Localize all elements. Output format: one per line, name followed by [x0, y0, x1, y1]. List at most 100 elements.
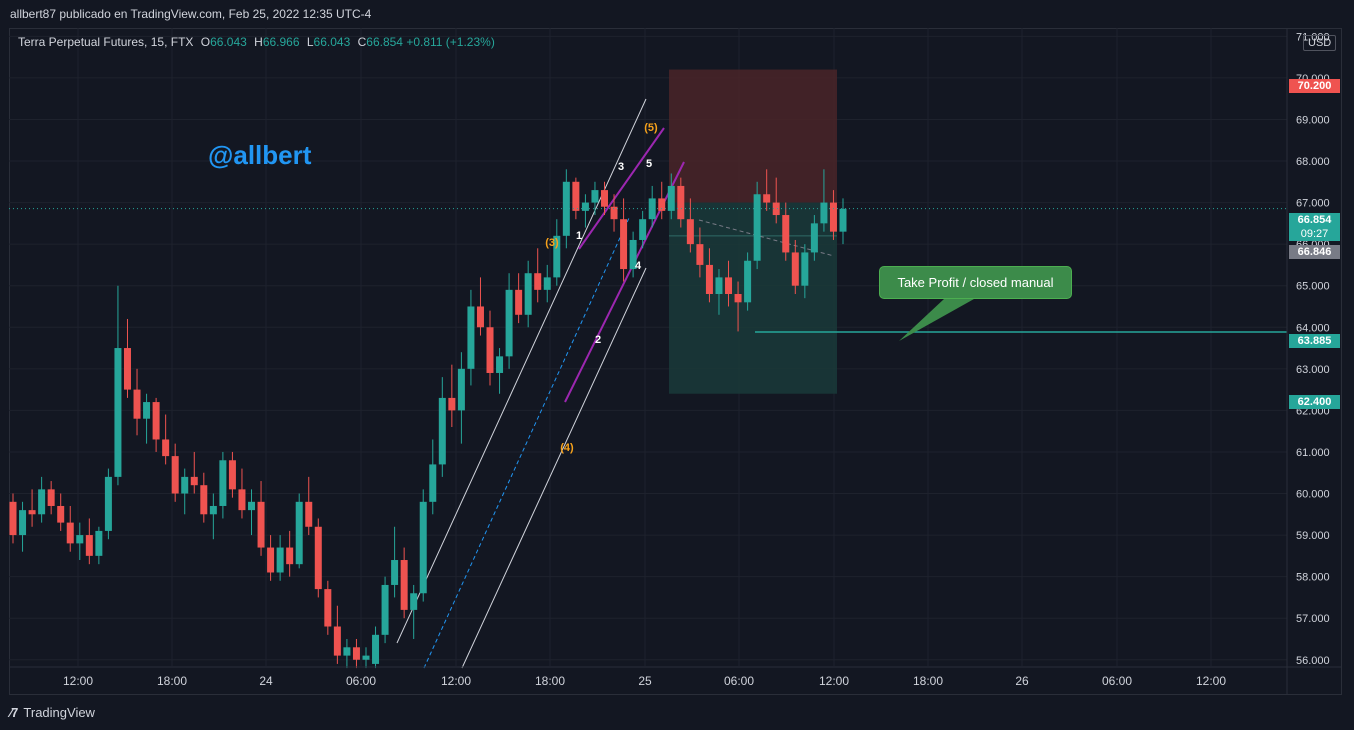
time-tick-label: 06:00: [346, 674, 376, 688]
candle: [47, 481, 55, 515]
candle-body: [715, 277, 723, 295]
candle-body: [839, 208, 847, 232]
candle-body: [629, 239, 637, 270]
tradingview-mark-icon: ⁄7: [10, 705, 18, 720]
candles: [9, 169, 1287, 669]
channel-lower-line: [461, 267, 647, 669]
candle-body: [47, 489, 55, 506]
price-tick-label: 63.000: [1296, 364, 1330, 376]
time-tick-label: 24: [259, 674, 273, 688]
candle: [629, 231, 637, 278]
low-value: 66.043: [313, 35, 351, 49]
candle: [543, 264, 551, 303]
candle-body: [515, 289, 523, 315]
candle: [248, 489, 256, 536]
candle: [658, 181, 666, 220]
candle: [801, 244, 809, 299]
symbol-legend[interactable]: Terra Perpetual Futures, 15, FTX O 66.043…: [18, 35, 495, 49]
high-value: 66.966: [262, 35, 300, 49]
tradingview-logo[interactable]: ⁄7 TradingView: [10, 705, 95, 720]
candle-body: [190, 476, 198, 486]
candle: [677, 177, 685, 228]
time-tick-label: 12:00: [63, 674, 93, 688]
time-tick-label: 18:00: [913, 674, 943, 688]
price-tick-label: 64.000: [1296, 322, 1330, 334]
stop-loss-zone: [669, 69, 837, 203]
candle-body: [553, 235, 561, 278]
candle: [123, 318, 131, 398]
price-tick-label: 57.000: [1296, 613, 1330, 625]
candle-body: [181, 476, 189, 494]
candle: [85, 518, 93, 565]
currency-label[interactable]: USD: [1303, 35, 1337, 51]
candle: [591, 181, 599, 216]
candle: [820, 169, 828, 232]
candle-body: [343, 647, 351, 656]
candle-body: [543, 277, 551, 290]
open-label: O: [200, 35, 211, 49]
time-tick-label: 12:00: [441, 674, 471, 688]
candle-body: [810, 223, 818, 253]
candle-body: [38, 489, 46, 515]
candle-body: [591, 190, 599, 203]
candle: [648, 185, 656, 228]
candle-body: [133, 389, 141, 419]
target-price-tag: 62.400: [1289, 395, 1340, 409]
symbol-title: Terra Perpetual Futures, 15, FTX: [18, 35, 194, 49]
candle-countdown: 09:27: [1289, 227, 1340, 241]
price-tick-label: 59.000: [1296, 530, 1330, 542]
candle-body: [677, 185, 685, 220]
candle: [295, 493, 303, 569]
position-zones: [669, 69, 837, 394]
candle-body: [438, 397, 446, 465]
candle-body: [696, 244, 704, 265]
candle: [753, 181, 761, 270]
wave-label: 2: [595, 334, 601, 346]
chart-frame: [9, 28, 1342, 695]
time-tick-label: 12:00: [819, 674, 849, 688]
candle-body: [505, 289, 513, 357]
price-chart[interactable]: (3) (4) (5) 1 2 3 4 5 56.000 57.000 58.000 59.000 6…: [9, 28, 1342, 700]
tradingview-brand: TradingView: [23, 705, 95, 720]
candle-body: [667, 185, 675, 211]
time-tick-label: 18:00: [535, 674, 565, 688]
candle-body: [486, 327, 494, 373]
candle: [610, 194, 618, 232]
candle: [257, 481, 265, 556]
take-profit-callout[interactable]: Take Profit / closed manual: [879, 266, 1072, 299]
candle: [572, 177, 580, 220]
candle: [696, 227, 704, 278]
candle: [486, 310, 494, 386]
candle-body: [391, 560, 399, 585]
target-zone: [669, 202, 837, 394]
candle: [66, 505, 74, 552]
price-tick-label: 65.000: [1296, 281, 1330, 293]
candle-body: [639, 219, 647, 240]
candle: [38, 476, 46, 523]
candle: [228, 451, 236, 498]
candle-body: [772, 202, 780, 216]
candle-body: [448, 397, 456, 411]
take-profit-price-tag: 63.885: [1289, 334, 1340, 348]
candle: [114, 285, 122, 486]
candle: [429, 439, 437, 515]
wave-label: 5: [646, 158, 652, 170]
candle: [600, 181, 608, 216]
candle-body: [410, 593, 418, 610]
candle-body: [686, 219, 694, 245]
channel-mid-line: [423, 217, 630, 669]
candle: [810, 215, 818, 261]
price-tick-label: 69.000: [1296, 114, 1330, 126]
candle-body: [524, 273, 532, 315]
candle-body: [600, 190, 608, 207]
candle: [219, 451, 227, 519]
candle: [524, 260, 532, 328]
candle: [133, 368, 141, 436]
candle: [104, 468, 112, 540]
candle-body: [572, 181, 580, 211]
candle-body: [85, 535, 93, 556]
candle-body: [658, 198, 666, 211]
price-tick-label: 67.000: [1296, 198, 1330, 210]
candle-body: [57, 505, 65, 523]
candle-body: [648, 198, 656, 220]
